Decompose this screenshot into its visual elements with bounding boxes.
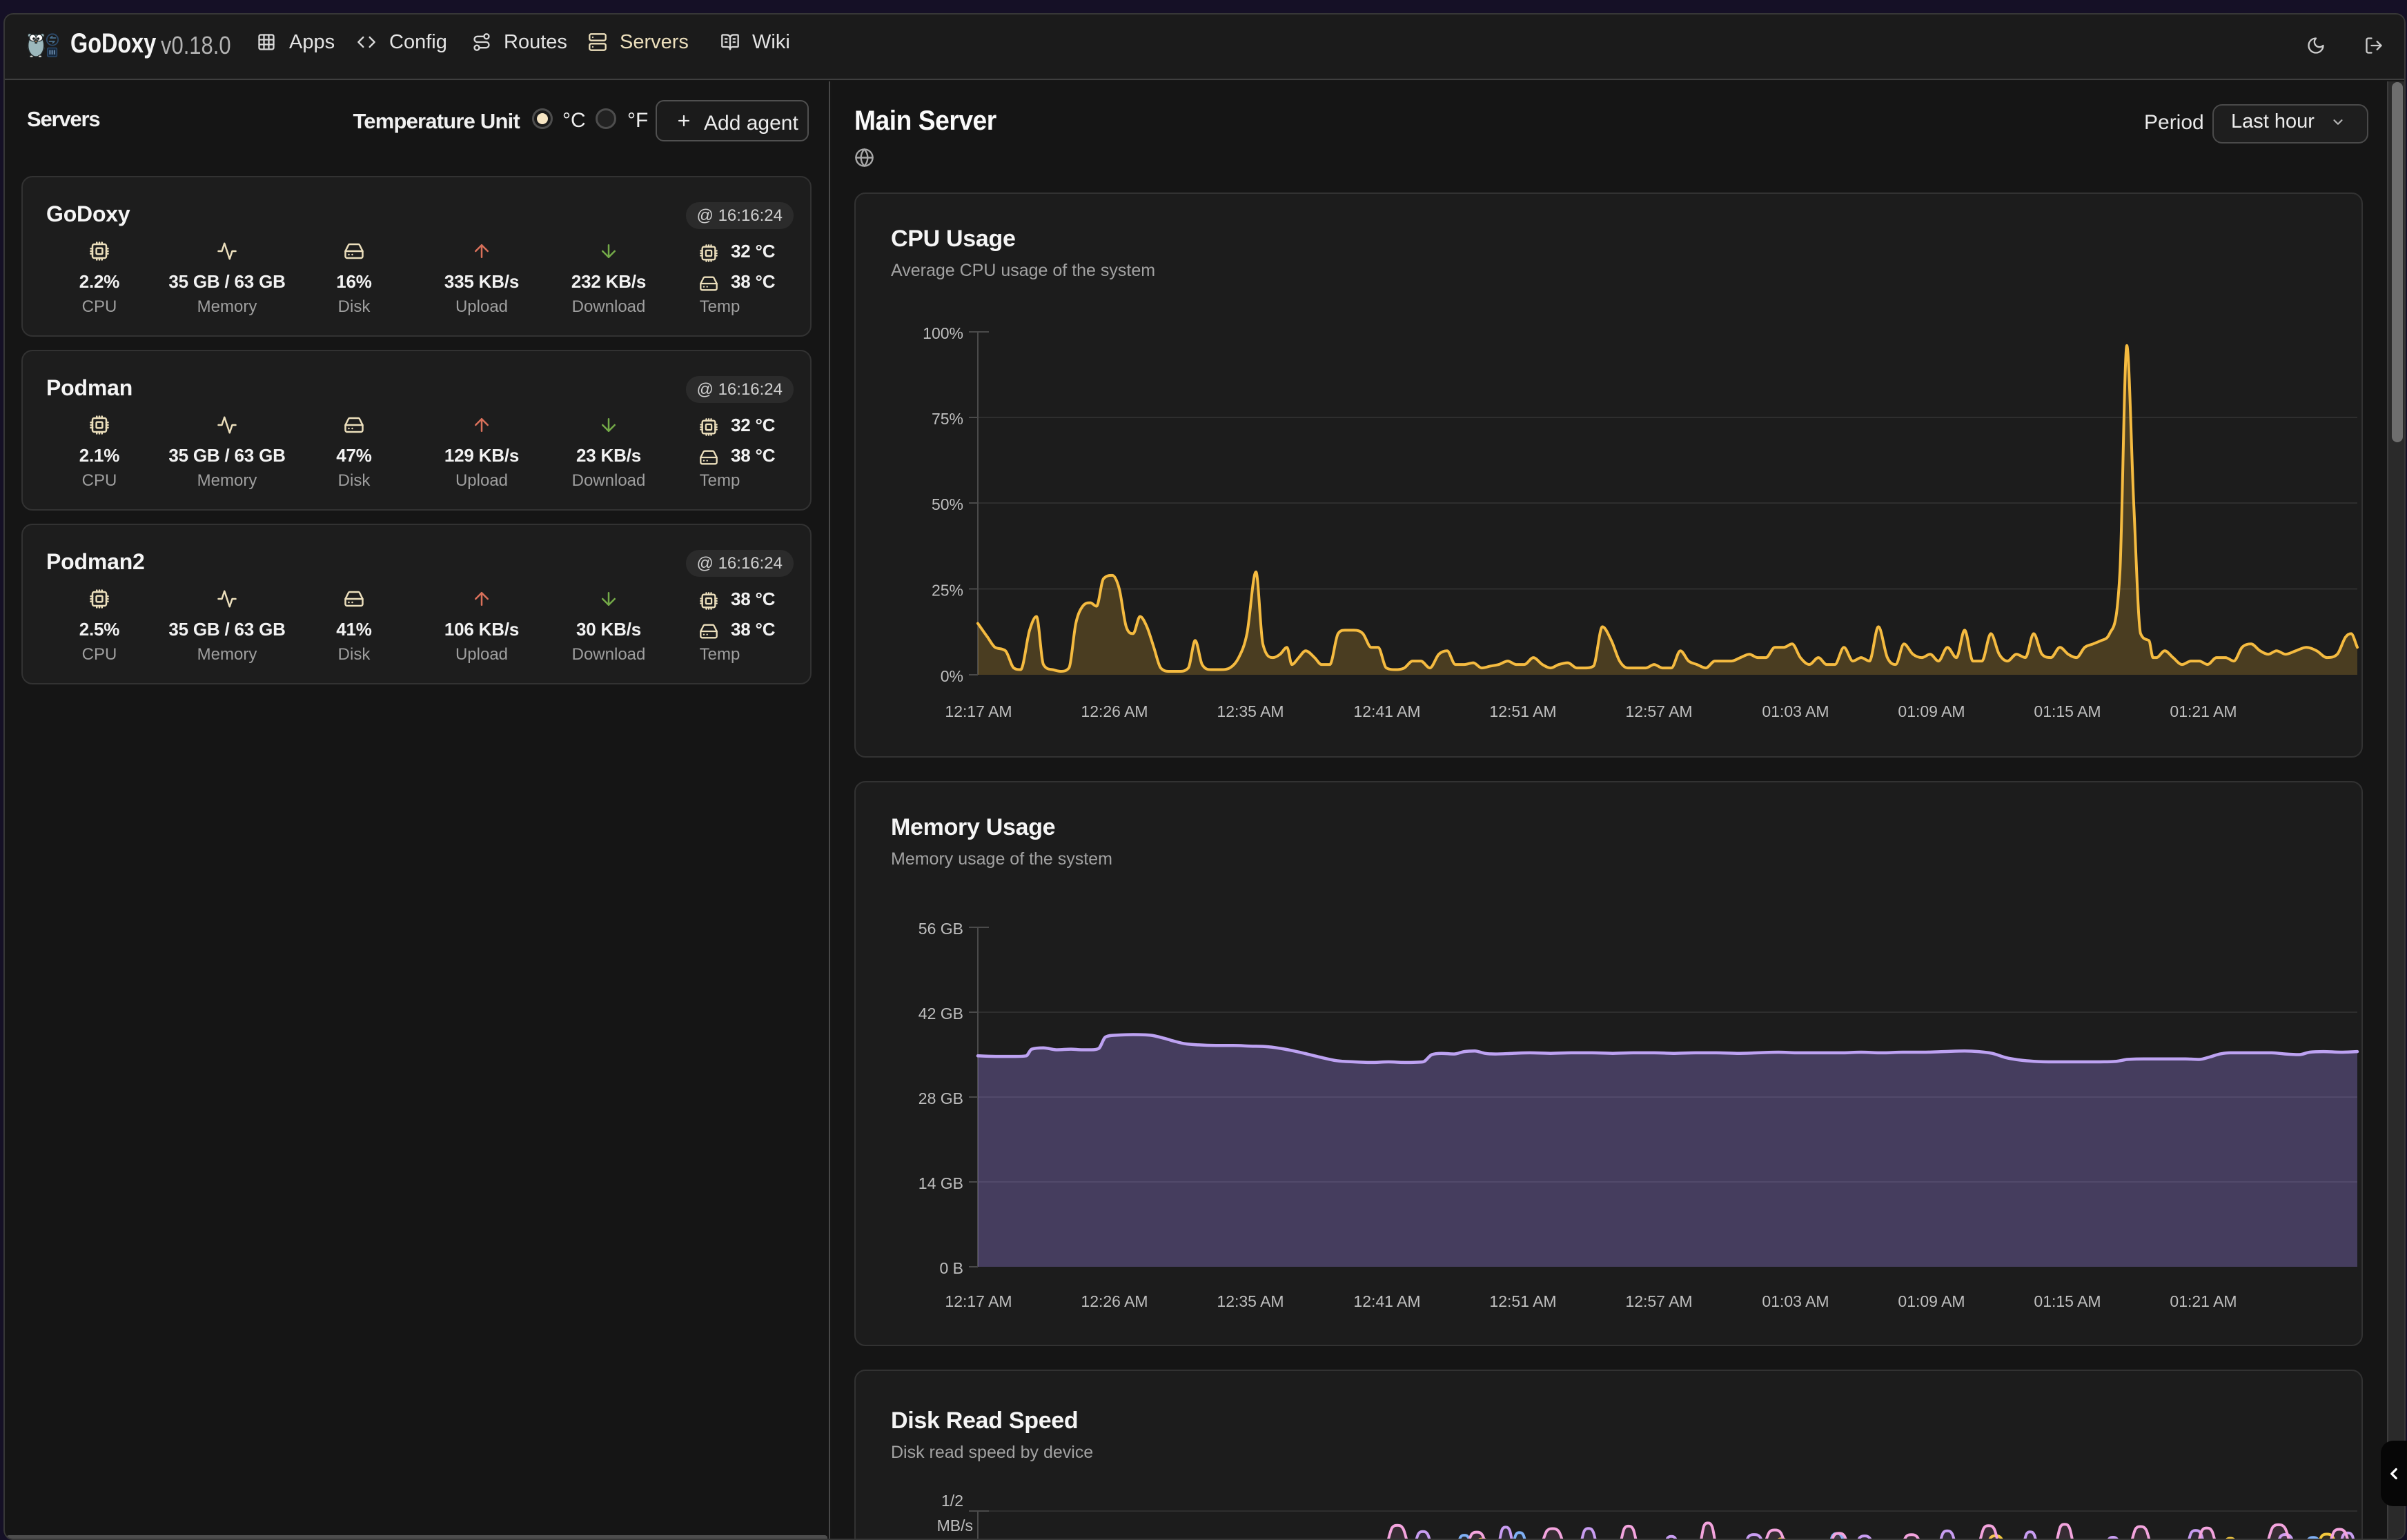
svg-text:42 GB: 42 GB	[918, 1005, 963, 1023]
svg-text:0%: 0%	[941, 667, 963, 685]
svg-text:25%: 25%	[932, 582, 963, 600]
svg-text:12:26 AM: 12:26 AM	[1081, 1292, 1148, 1310]
svg-text:50%: 50%	[932, 495, 963, 513]
svg-text:MB/s: MB/s	[937, 1517, 973, 1534]
svg-text:75%: 75%	[932, 410, 963, 428]
svg-text:01:03 AM: 01:03 AM	[1762, 1292, 1829, 1310]
svg-text:01:15 AM: 01:15 AM	[2034, 702, 2101, 720]
svg-text:14 GB: 14 GB	[918, 1174, 963, 1192]
svg-text:12:17 AM: 12:17 AM	[945, 702, 1012, 720]
svg-text:01:09 AM: 01:09 AM	[1898, 702, 1965, 720]
svg-text:12:57 AM: 12:57 AM	[1625, 702, 1692, 720]
svg-text:1/2: 1/2	[941, 1492, 963, 1510]
svg-text:100%: 100%	[923, 324, 963, 342]
svg-text:56 GB: 56 GB	[918, 920, 963, 938]
svg-text:12:35 AM: 12:35 AM	[1217, 1292, 1284, 1310]
svg-text:01:21 AM: 01:21 AM	[2170, 1292, 2237, 1310]
svg-text:12:41 AM: 12:41 AM	[1353, 702, 1420, 720]
svg-text:01:21 AM: 01:21 AM	[2170, 702, 2237, 720]
svg-text:01:03 AM: 01:03 AM	[1762, 702, 1829, 720]
svg-text:12:17 AM: 12:17 AM	[945, 1292, 1012, 1310]
svg-text:12:57 AM: 12:57 AM	[1625, 1292, 1692, 1310]
svg-text:01:09 AM: 01:09 AM	[1898, 1292, 1965, 1310]
svg-text:0 B: 0 B	[939, 1259, 963, 1277]
svg-text:12:35 AM: 12:35 AM	[1217, 702, 1284, 720]
svg-text:28 GB: 28 GB	[918, 1089, 963, 1107]
svg-text:12:51 AM: 12:51 AM	[1489, 702, 1556, 720]
svg-text:01:15 AM: 01:15 AM	[2034, 1292, 2101, 1310]
svg-text:12:26 AM: 12:26 AM	[1081, 702, 1148, 720]
svg-text:12:41 AM: 12:41 AM	[1353, 1292, 1420, 1310]
svg-text:12:51 AM: 12:51 AM	[1489, 1292, 1556, 1310]
